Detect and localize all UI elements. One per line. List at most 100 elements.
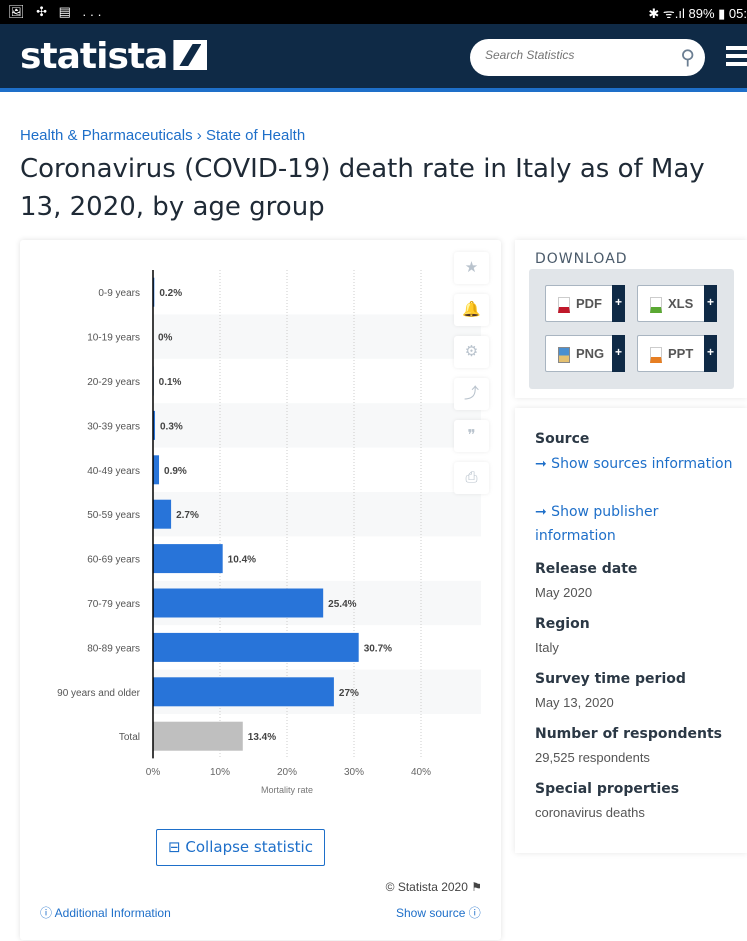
row-band bbox=[153, 314, 481, 359]
bar bbox=[153, 677, 334, 707]
png-label: PNG bbox=[576, 346, 605, 361]
search-input[interactable] bbox=[485, 48, 665, 62]
bar bbox=[153, 632, 359, 662]
region-value: Italy bbox=[535, 640, 559, 655]
x-tick-label: 30% bbox=[344, 767, 364, 778]
cite-quote-icon[interactable]: ❞ bbox=[454, 420, 489, 452]
data-label: 0% bbox=[158, 333, 173, 344]
breadcrumb-separator: › bbox=[196, 127, 202, 144]
bar bbox=[153, 410, 156, 440]
data-label: 13.4% bbox=[248, 732, 276, 743]
x-tick-label: 10% bbox=[210, 767, 230, 778]
breadcrumb: Health & Pharmaceuticals › State of Heal… bbox=[20, 127, 305, 144]
category-label: 60-69 years bbox=[87, 555, 140, 566]
bar bbox=[153, 544, 223, 574]
data-label: 27% bbox=[339, 688, 359, 699]
statistic-info-panel: Source ➞ Show sources information ➞ Show… bbox=[515, 408, 747, 853]
search-box: ⚲ bbox=[470, 39, 705, 76]
source-heading: Source bbox=[535, 431, 590, 447]
x-tick-label: 0% bbox=[146, 767, 161, 778]
category-label: 0-9 years bbox=[98, 288, 140, 299]
breadcrumb-state-of-health[interactable]: State of Health bbox=[205, 127, 306, 144]
data-label: 0.9% bbox=[164, 466, 187, 477]
breadcrumb-health[interactable]: Health & Pharmaceuticals bbox=[20, 127, 193, 144]
category-label: 30-39 years bbox=[87, 421, 140, 432]
bar bbox=[153, 455, 160, 485]
notification-bell-icon[interactable]: 🔔 bbox=[454, 294, 489, 326]
data-label: 0.2% bbox=[159, 288, 182, 299]
show-sources-link[interactable]: ➞ Show sources information bbox=[535, 456, 733, 472]
show-publisher-link[interactable]: ➞ Show publisher information bbox=[535, 504, 659, 544]
data-label: 0.1% bbox=[159, 377, 182, 388]
respondents-value: 29,525 respondents bbox=[535, 750, 650, 765]
category-label: 90 years and older bbox=[57, 688, 141, 699]
notification-icons: 🖼 ✣ ▤ ... bbox=[8, 4, 106, 19]
chart-toolbar: ★ 🔔 ⚙ ⤴ ❞ ⎙ bbox=[454, 252, 489, 504]
print-icon[interactable]: ⎙ bbox=[454, 462, 489, 494]
plus-icon[interactable]: + bbox=[612, 285, 625, 322]
favorite-star-icon[interactable]: ★ bbox=[454, 252, 489, 284]
category-label: Total bbox=[119, 732, 140, 743]
x-tick-label: 40% bbox=[411, 767, 431, 778]
pdf-file-icon bbox=[558, 296, 570, 313]
ppt-file-icon bbox=[650, 346, 662, 363]
release-date-value: May 2020 bbox=[535, 585, 593, 600]
copyright: © Statista 2020 ⚑ bbox=[385, 880, 482, 894]
download-xls-button[interactable]: XLS + bbox=[637, 285, 717, 322]
settings-gear-icon[interactable]: ⚙ bbox=[454, 336, 489, 368]
xls-file-icon bbox=[650, 296, 662, 313]
survey-period-value: May 13, 2020 bbox=[535, 695, 614, 710]
download-panel: DOWNLOAD PDF + XLS + PNG + PPT + bbox=[515, 240, 747, 398]
logo-text: statista bbox=[20, 36, 168, 77]
row-band bbox=[153, 492, 481, 537]
download-png-button[interactable]: PNG + bbox=[545, 335, 625, 372]
bar bbox=[153, 499, 172, 529]
data-label: 30.7% bbox=[364, 643, 392, 654]
data-label: 0.3% bbox=[160, 421, 183, 432]
x-tick-label: 20% bbox=[277, 767, 297, 778]
bar bbox=[153, 721, 243, 751]
survey-period-heading: Survey time period bbox=[535, 671, 686, 687]
category-label: 50-59 years bbox=[87, 510, 140, 521]
plus-icon[interactable]: + bbox=[704, 335, 717, 372]
pdf-label: PDF bbox=[576, 296, 602, 311]
status-bar: 🖼 ✣ ▤ ... ✱ ᯤ.ıl 89% ▮ 05: bbox=[0, 0, 747, 24]
system-status: ✱ ᯤ.ıl 89% ▮ 05: bbox=[648, 6, 747, 21]
ppt-label: PPT bbox=[668, 346, 694, 361]
download-pdf-button[interactable]: PDF + bbox=[545, 285, 625, 322]
search-icon[interactable]: ⚲ bbox=[680, 47, 695, 69]
statista-logo[interactable]: statista bbox=[20, 36, 208, 77]
row-band bbox=[153, 403, 481, 448]
show-source-link[interactable]: Show source ⓘ bbox=[396, 906, 481, 920]
respondents-heading: Number of respondents bbox=[535, 726, 722, 742]
xls-label: XLS bbox=[668, 296, 694, 311]
hamburger-menu-icon[interactable] bbox=[726, 46, 747, 70]
region-heading: Region bbox=[535, 616, 590, 632]
additional-information-link[interactable]: ⓘ Additional Information bbox=[40, 906, 171, 920]
share-icon[interactable]: ⤴ bbox=[454, 378, 489, 410]
category-label: 80-89 years bbox=[87, 643, 140, 654]
png-image-icon bbox=[558, 346, 570, 363]
category-label: 20-29 years bbox=[87, 377, 140, 388]
collapse-statistic-button[interactable]: ⊟ Collapse statistic bbox=[156, 829, 325, 866]
category-label: 10-19 years bbox=[87, 333, 140, 344]
download-ppt-button[interactable]: PPT + bbox=[637, 335, 717, 372]
x-axis-title: Mortality rate bbox=[261, 785, 313, 795]
collapse-label: Collapse statistic bbox=[185, 838, 313, 856]
page-title: Coronavirus (COVID-19) death rate in Ita… bbox=[20, 154, 705, 222]
download-heading: DOWNLOAD bbox=[535, 251, 628, 267]
release-date-heading: Release date bbox=[535, 561, 638, 577]
data-label: 10.4% bbox=[228, 555, 256, 566]
special-properties-value: coronavirus deaths bbox=[535, 805, 645, 820]
plus-icon[interactable]: + bbox=[704, 285, 717, 322]
category-label: 70-79 years bbox=[87, 599, 140, 610]
data-label: 25.4% bbox=[328, 599, 356, 610]
bar bbox=[153, 588, 324, 618]
data-label: 2.7% bbox=[176, 510, 199, 521]
site-header: statista ⚲ bbox=[0, 24, 747, 92]
plus-icon[interactable]: + bbox=[612, 335, 625, 372]
logo-mark-icon bbox=[173, 40, 208, 70]
category-label: 40-49 years bbox=[87, 466, 140, 477]
special-properties-heading: Special properties bbox=[535, 781, 680, 797]
